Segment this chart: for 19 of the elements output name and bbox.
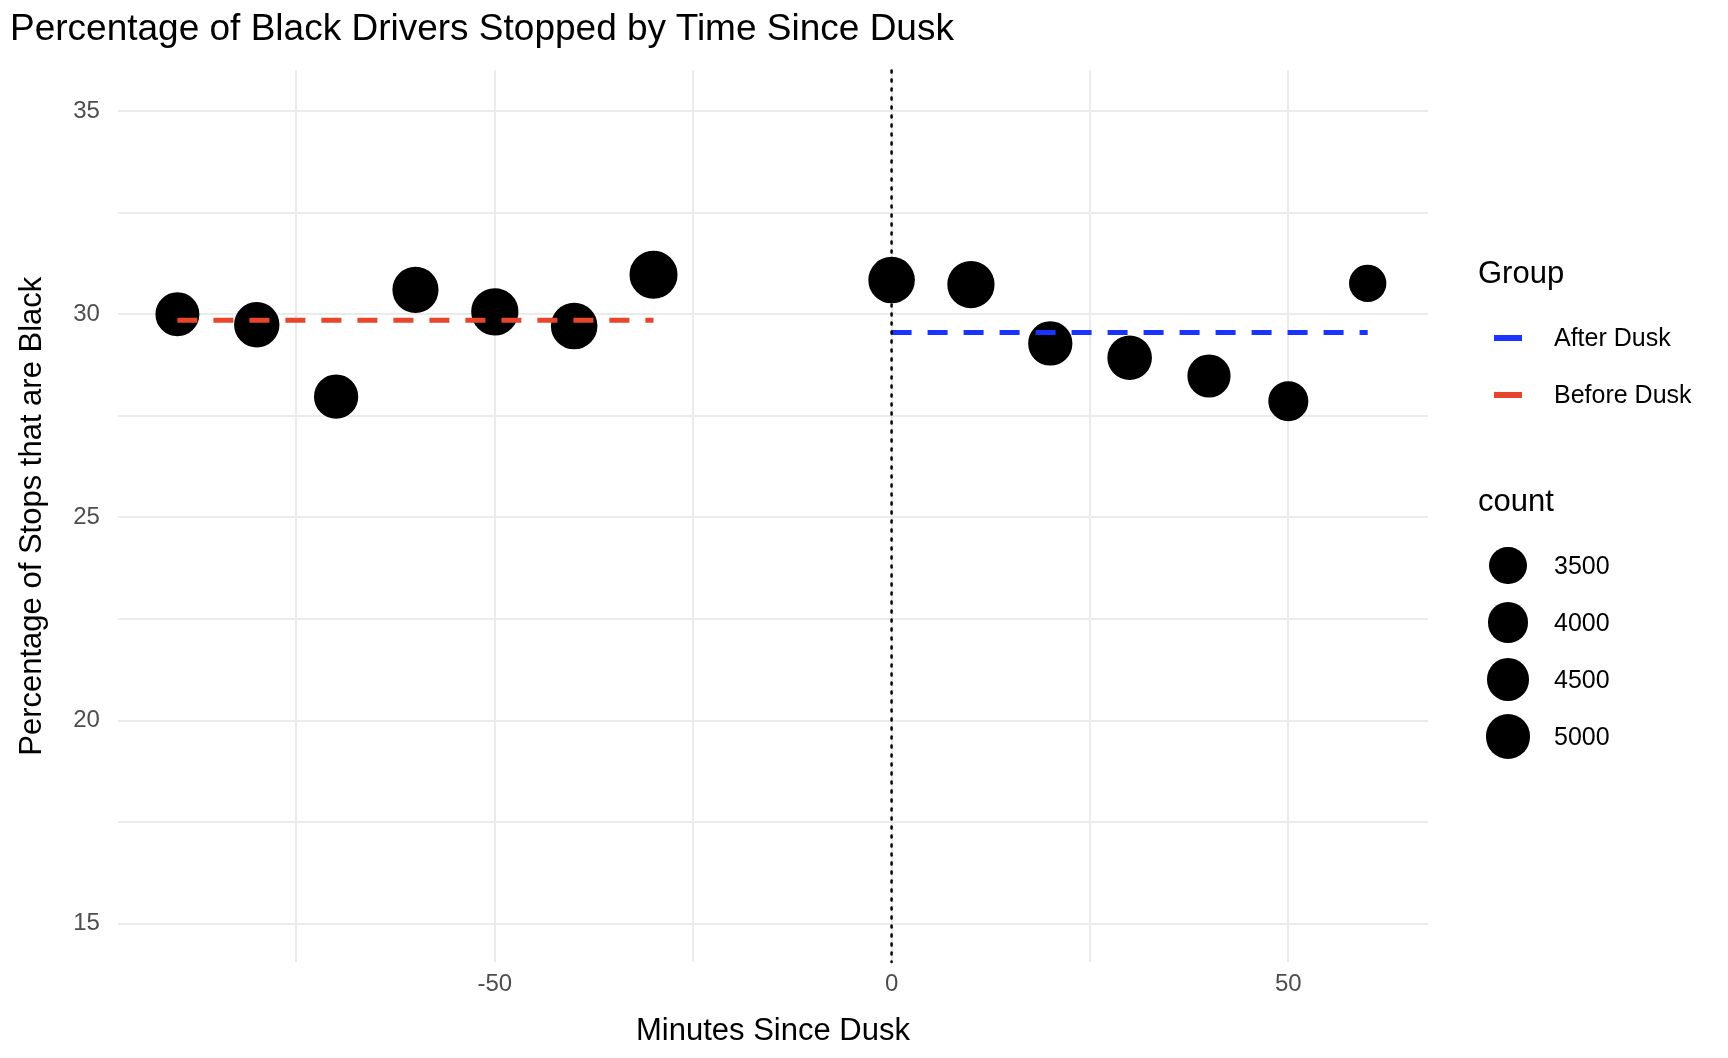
legend-label: 5000 xyxy=(1554,722,1610,751)
y-tick-label: 20 xyxy=(73,705,100,733)
legend-label: 3500 xyxy=(1554,551,1610,580)
legend-title: Group xyxy=(1478,255,1566,291)
legend-label: 4500 xyxy=(1554,665,1610,694)
chart-title: Percentage of Black Drivers Stopped by Time Since Dusk xyxy=(10,7,955,49)
y-tick-label: 35 xyxy=(73,95,100,123)
legend-label: 4000 xyxy=(1554,608,1610,637)
y-tick-label: 15 xyxy=(73,908,100,936)
y-tick-label: 30 xyxy=(73,298,100,326)
legend-label: Before Dusk xyxy=(1554,380,1692,409)
y-tick-label: 25 xyxy=(73,502,100,530)
legend-label: After Dusk xyxy=(1554,323,1671,352)
x-tick-label: -50 xyxy=(477,969,513,997)
text: count xyxy=(1478,483,1555,519)
x-tick-label: 50 xyxy=(1274,969,1302,997)
x-tick-label: 0 xyxy=(884,969,899,997)
y-axis-title: Percentage of Stops that are Black xyxy=(13,276,49,756)
x-axis-title: Minutes Since Dusk xyxy=(635,1011,911,1047)
